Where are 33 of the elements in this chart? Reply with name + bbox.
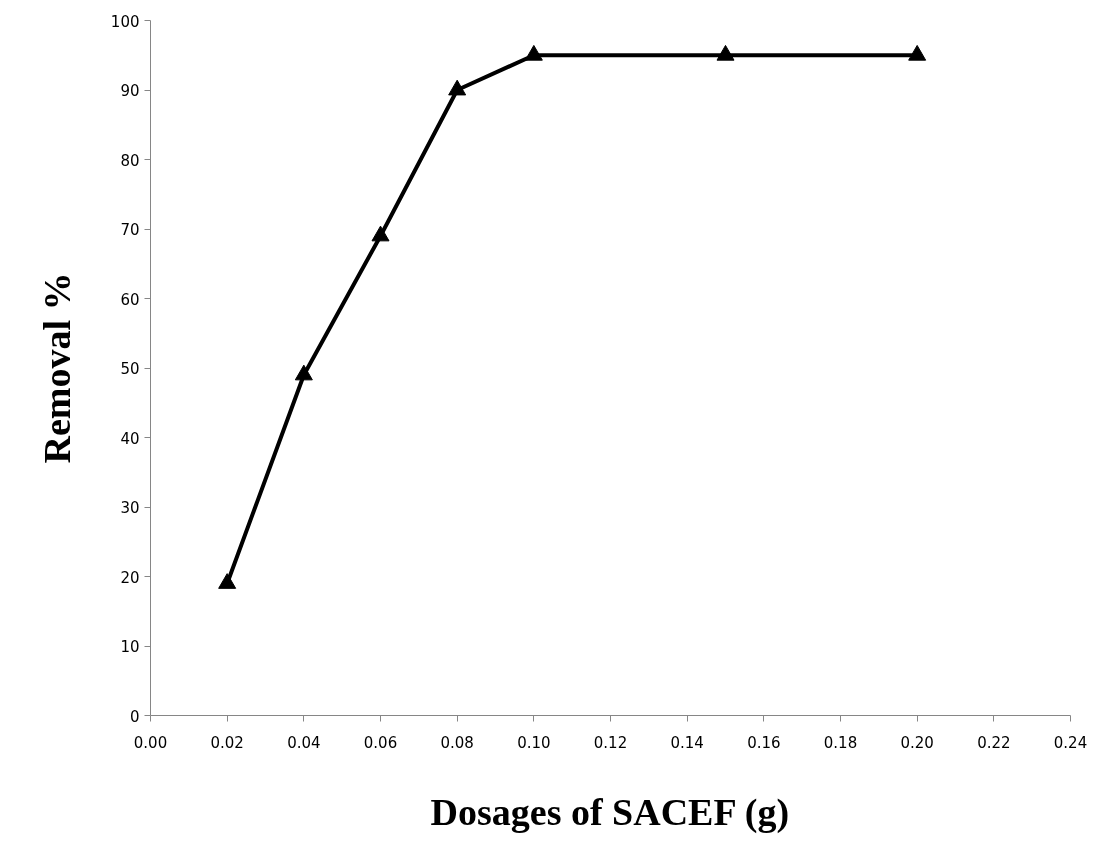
y-tick-label: 40 — [120, 429, 140, 448]
x-tick-label: 0.14 — [670, 733, 704, 752]
x-tick-label: 0.00 — [133, 733, 168, 752]
y-tick-label: 30 — [120, 499, 140, 517]
point — [524, 44, 543, 61]
x-tick-label: 0.20 — [900, 733, 934, 752]
y-tick-label: 90 — [120, 82, 140, 100]
point — [218, 573, 237, 589]
y-tick-label: 70 — [120, 221, 140, 239]
x-tick-label: 0.04 — [287, 733, 321, 752]
y-tick-label: 60 — [120, 290, 140, 309]
point — [908, 44, 927, 61]
y-tick-label: 100 — [110, 12, 140, 31]
y-tick-label: 10 — [120, 638, 140, 656]
y-tick-label: 80 — [120, 151, 140, 170]
y-tick-label: 0 — [129, 707, 140, 726]
x-axis-title: Dosages of SACEF (g) — [430, 790, 790, 834]
x-tick-label: 0.22 — [977, 733, 1011, 752]
y-axis-title: Removal % — [35, 272, 78, 464]
x-tick-label: 0.12 — [593, 733, 628, 752]
x-tick-label: 0.08 — [440, 733, 474, 752]
x-tick-label: 0.10 — [517, 733, 551, 752]
point — [448, 79, 467, 96]
x-tick-label: 0.18 — [823, 733, 858, 752]
point — [371, 225, 390, 242]
y-tick-label: 20 — [120, 568, 140, 587]
x-tick-label: 0.16 — [747, 733, 781, 752]
point — [716, 44, 735, 61]
x-tick-label: 0.06 — [363, 733, 398, 752]
point — [294, 364, 313, 381]
y-tick-label: 50 — [120, 360, 140, 378]
x-tick-label: 0.24 — [1053, 733, 1088, 752]
x-tick-label: 0.02 — [210, 733, 244, 752]
